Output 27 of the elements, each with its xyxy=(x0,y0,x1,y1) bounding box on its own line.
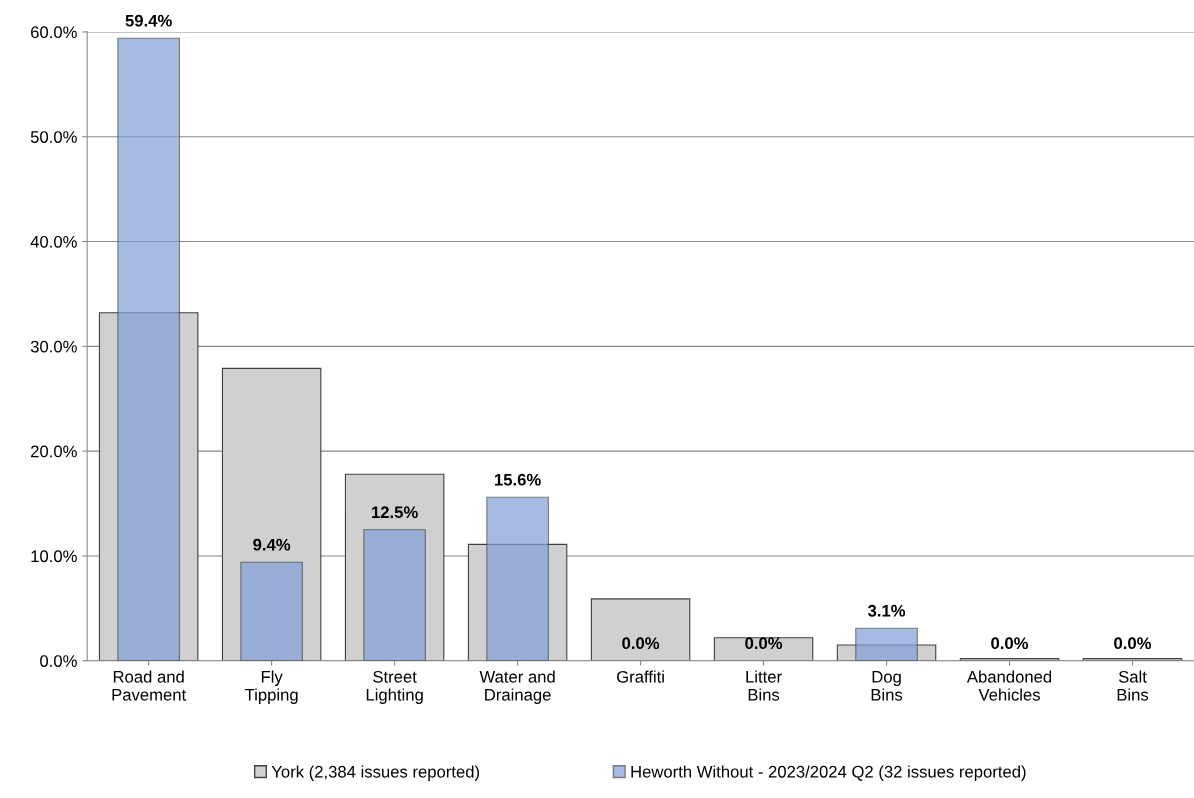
y-tick-label: 0.0% xyxy=(40,655,77,667)
data-label: 0.0% xyxy=(622,637,660,650)
data-label: 0.0% xyxy=(1114,637,1152,650)
y-tick-label: 60.0% xyxy=(31,26,77,39)
y-tick-label: 10.0% xyxy=(31,550,77,563)
y-tick-label: 20.0% xyxy=(31,445,77,458)
y-tick-label: 40.0% xyxy=(30,235,77,248)
legend-label: York (2,384 issues reported) xyxy=(271,765,480,781)
data-label: 9.4% xyxy=(253,538,291,551)
data-label: 15.6% xyxy=(495,473,541,486)
x-tick-label: Water and Drainage xyxy=(479,670,555,704)
x-tick-label: Litter Bins xyxy=(746,670,782,701)
x-tick-label: Salt Bins xyxy=(1117,670,1149,701)
y-tick-label: 50.0% xyxy=(30,131,77,143)
x-tick-label: Abandoned Vehicles xyxy=(966,670,1052,701)
data-label: 3.1% xyxy=(867,604,906,617)
x-tick-label: Dog Bins xyxy=(871,671,903,701)
x-tick-label: Road and Pavement xyxy=(112,670,187,701)
data-label: 0.0% xyxy=(991,637,1029,650)
x-tick-label: Fly Tipping xyxy=(244,670,298,704)
x-tick-label: Graffiti xyxy=(617,670,664,683)
data-label: 12.5% xyxy=(372,506,418,519)
legend-label: Heworth Without - 2023/2024 Q2 (32 issues reported) xyxy=(631,765,1026,781)
data-label: 0.0% xyxy=(745,637,783,650)
y-tick-label: 30.0% xyxy=(30,340,77,353)
x-tick-label: Street Lighting xyxy=(366,670,423,704)
data-label: 59.4% xyxy=(125,14,172,27)
